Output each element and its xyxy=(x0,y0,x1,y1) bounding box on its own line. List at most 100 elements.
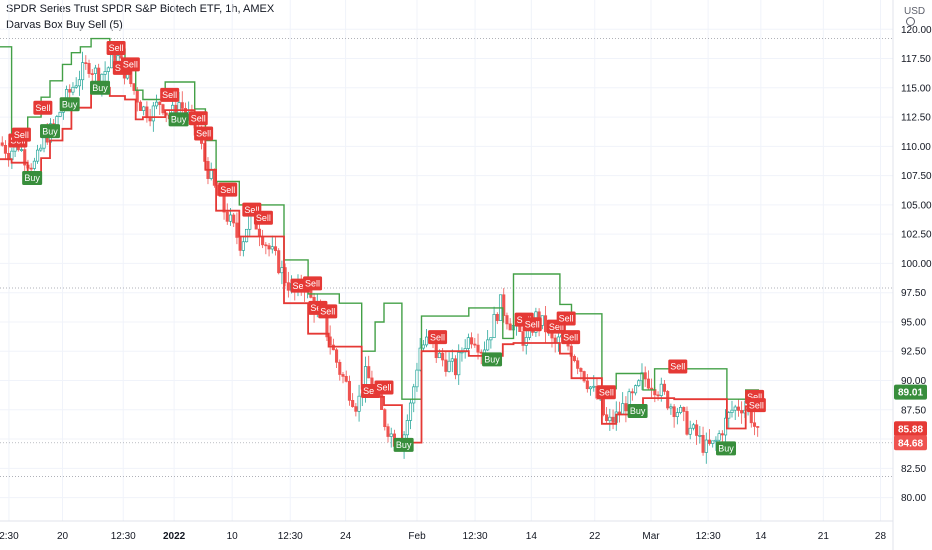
candle-body xyxy=(666,391,670,409)
candle-body xyxy=(572,355,577,362)
signal-label: Sell xyxy=(123,60,138,70)
price-tick-label: 102.50 xyxy=(901,230,932,241)
candle-body xyxy=(106,67,110,72)
signal-box xyxy=(746,398,766,413)
signal-box xyxy=(556,311,576,326)
signal-box xyxy=(596,385,616,400)
signal-box xyxy=(393,437,414,452)
time-tick-label: 14 xyxy=(755,531,767,542)
sell-signal: Sell xyxy=(596,385,616,400)
buy-signal: Buy xyxy=(168,112,189,127)
signal-label: Sell xyxy=(256,213,271,223)
candle-body xyxy=(624,403,628,412)
signal-box xyxy=(428,330,448,345)
candle-body xyxy=(453,358,458,376)
candle-body xyxy=(261,235,265,246)
candle-body xyxy=(74,85,78,88)
candle-body xyxy=(730,409,734,413)
candle-body xyxy=(357,395,361,412)
signal-box xyxy=(374,380,394,395)
candle-body xyxy=(621,403,625,415)
price-axis[interactable]: 80.0082.5085.0087.5090.0092.5095.0097.50… xyxy=(901,25,932,504)
candle-body xyxy=(740,410,744,414)
candle-body xyxy=(669,406,673,409)
sell-signal: Sell xyxy=(106,41,126,56)
signal-box xyxy=(106,41,126,56)
signal-label: Sell xyxy=(310,303,325,313)
grid xyxy=(0,0,893,521)
candle-body xyxy=(611,416,615,423)
candle-body xyxy=(492,314,496,338)
price-badge-label: 85.88 xyxy=(898,424,923,435)
signal-label: Sell xyxy=(196,129,211,139)
candle-body xyxy=(576,360,580,369)
signal-label: Sell xyxy=(363,386,378,396)
buy-signal: Buy xyxy=(716,441,737,456)
candle-body xyxy=(476,344,480,353)
price-tick-label: 115.00 xyxy=(901,83,931,94)
candle-body xyxy=(90,73,94,75)
candle-body xyxy=(505,315,509,325)
settings-gear-icon[interactable] xyxy=(906,17,915,26)
candle-body xyxy=(209,169,213,179)
price-tick-label: 90.00 xyxy=(901,376,926,387)
candle-body xyxy=(405,420,409,436)
candles xyxy=(0,45,760,464)
sell-signal: Sell xyxy=(561,330,581,345)
candle-body xyxy=(132,83,136,91)
candle-body xyxy=(335,349,339,363)
signal-label: Sell xyxy=(670,362,685,372)
candle-body xyxy=(270,246,274,250)
signal-box xyxy=(59,97,80,112)
candle-body xyxy=(688,427,692,435)
signal-box xyxy=(160,87,180,102)
candle-body xyxy=(354,406,358,412)
candle-body xyxy=(502,294,506,316)
time-axis[interactable]: 2:30 20 12:30 2022 10 12:30 24 Feb 12:30 14 22 Mar 1… xyxy=(0,531,886,542)
candle-body xyxy=(592,385,596,388)
buy-signal: Buy xyxy=(90,80,111,95)
signal-label: Sell xyxy=(35,103,50,113)
candle-body xyxy=(605,414,609,422)
signal-box xyxy=(522,317,542,332)
price-badge-label: 84.68 xyxy=(898,438,923,449)
signal-box xyxy=(318,304,338,319)
sell-signal: Sell xyxy=(303,276,323,291)
candle-body xyxy=(412,386,416,404)
candle-body xyxy=(280,267,284,274)
signal-label: Sell xyxy=(320,307,335,317)
sell-signal: Sell xyxy=(556,311,576,326)
price-tick-label: 82.50 xyxy=(901,464,926,475)
candle-body xyxy=(662,383,667,392)
buy-signal: Buy xyxy=(393,437,414,452)
signal-label: Sell xyxy=(305,279,320,289)
signal-label: Sell xyxy=(525,320,540,330)
price-tick-label: 80.00 xyxy=(901,493,926,504)
signal-label: Buy xyxy=(630,406,646,416)
candle-body xyxy=(637,380,641,387)
candle-body xyxy=(142,106,146,111)
currency-label[interactable]: USD xyxy=(904,6,932,28)
candle-body xyxy=(103,71,107,75)
signal-label: Buy xyxy=(484,355,500,365)
time-tick-label: 12:30 xyxy=(696,531,721,542)
price-badge-box xyxy=(894,384,927,400)
price-tick-label: 92.50 xyxy=(901,347,926,358)
sell-signal: Sell xyxy=(374,380,394,395)
candle-body xyxy=(633,385,638,394)
sell-signal: Sell xyxy=(668,359,688,374)
candle-body xyxy=(380,394,384,410)
signal-label: Sell xyxy=(559,314,574,324)
signal-label: Buy xyxy=(171,115,187,125)
candle-body xyxy=(257,228,261,237)
time-tick-label: 12:30 xyxy=(463,531,488,542)
price-tick-label: 120.00 xyxy=(901,25,932,36)
indicator-label[interactable]: Darvas Box Buy Sell (5) xyxy=(6,19,123,31)
price-tick-label: 105.00 xyxy=(901,200,932,211)
candle-body xyxy=(437,352,441,359)
signal-box xyxy=(22,170,43,185)
signal-label: Sell xyxy=(747,392,762,402)
price-badge: 89.01 xyxy=(894,384,927,400)
candle-body xyxy=(351,399,355,407)
